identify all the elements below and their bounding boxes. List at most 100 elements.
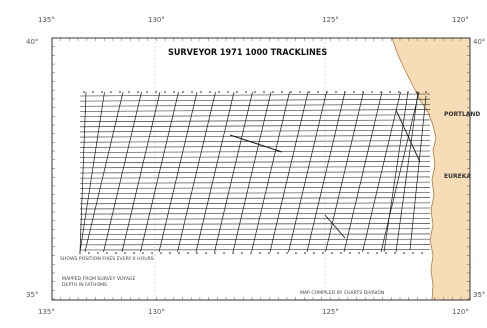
trackline-diagonal: [251, 91, 290, 253]
position-fix-mark: [187, 252, 189, 254]
trackline-horizontal: [79, 202, 431, 205]
position-fix-mark: [169, 252, 171, 254]
position-fix-mark: [79, 252, 81, 254]
position-fix-mark: [412, 252, 414, 254]
trackline-horizontal: [79, 207, 431, 210]
position-fix-mark: [272, 91, 274, 93]
position-fix-mark: [344, 91, 346, 93]
trackline-horizontal: [79, 140, 431, 143]
position-fix-mark: [128, 91, 130, 93]
position-fix-mark: [196, 252, 198, 254]
trackline-diagonal: [103, 91, 142, 253]
left-label-1: 40°: [26, 38, 38, 46]
position-fix-mark: [263, 91, 265, 93]
map-title: SURVEYOR 1971 1000 TRACKLINES: [168, 48, 327, 58]
position-fix-mark: [385, 252, 387, 254]
position-fix-mark: [398, 91, 400, 93]
position-fix-mark: [142, 252, 144, 254]
position-fix-mark: [160, 252, 162, 254]
position-fix-mark: [367, 252, 369, 254]
right-label-1: 40°: [473, 38, 485, 46]
position-fix-mark: [326, 91, 328, 93]
position-fix-mark: [92, 91, 94, 93]
position-fix-mark: [191, 91, 193, 93]
map-credit: MAP COMPILED BY CHARTS DIVISION: [300, 290, 384, 296]
top-label-1: 135°: [38, 16, 55, 24]
trackline-diagonal: [409, 95, 427, 251]
position-fix-mark: [425, 91, 427, 93]
position-fix-mark: [308, 91, 310, 93]
position-fix-mark: [380, 91, 382, 93]
trackline-diagonal: [177, 91, 216, 253]
position-fix-mark: [110, 91, 112, 93]
trackline-diagonal: [158, 91, 198, 253]
trackline-diagonal: [395, 91, 419, 253]
position-fix-mark: [101, 91, 103, 93]
position-fix-mark: [88, 252, 90, 254]
trackline-horizontal: [79, 223, 431, 225]
position-fix-mark: [403, 252, 405, 254]
trackline-diagonal: [84, 91, 124, 253]
trackline-diagonal: [79, 91, 87, 253]
trackline-diagonal: [269, 91, 309, 253]
feature-line: [229, 134, 283, 153]
trackline-horizontal: [79, 192, 431, 194]
position-fix-mark: [353, 91, 355, 93]
position-fix-mark: [295, 252, 297, 254]
trackline-horizontal: [79, 93, 431, 97]
position-fix-mark: [106, 252, 108, 254]
place-label-portland: PORTLAND: [444, 111, 480, 118]
position-fix-mark: [268, 252, 270, 254]
trackline-diagonal: [232, 91, 272, 253]
position-fix-mark: [313, 252, 315, 254]
position-fix-mark: [83, 91, 85, 93]
position-fix-mark: [250, 252, 252, 254]
legend-line-2: MAPPED FROM SURVEY VOYAGE: [62, 276, 135, 282]
trackline-horizontal: [79, 145, 431, 148]
position-fix-mark: [358, 252, 360, 254]
position-fix-mark: [389, 91, 391, 93]
position-fix-mark: [178, 252, 180, 254]
trackline-horizontal: [79, 176, 431, 179]
position-fix-mark: [241, 252, 243, 254]
trackline-diagonal: [288, 91, 327, 253]
position-fix-mark: [146, 91, 148, 93]
position-fix-mark: [164, 91, 166, 93]
position-fix-mark: [232, 252, 234, 254]
bottom-label-1: 135°: [38, 308, 55, 316]
top-label-3: 125°: [322, 16, 339, 24]
position-fix-mark: [218, 91, 220, 93]
trackline-horizontal: [79, 233, 431, 235]
position-fix-mark: [317, 91, 319, 93]
legend-line-1: SHOWS POSITION FIXES EVERY 6 HOURS: [60, 256, 154, 262]
position-fix-mark: [290, 91, 292, 93]
trackline-horizontal: [79, 238, 431, 241]
position-fix-mark: [209, 91, 211, 93]
trackline-horizontal: [79, 166, 431, 169]
trackline-diagonal: [214, 91, 253, 253]
position-fix-mark: [259, 252, 261, 254]
position-fix-mark: [137, 91, 139, 93]
trackline-horizontal: [79, 130, 431, 133]
left-label-2: 35°: [26, 291, 38, 299]
trackline-horizontal: [79, 98, 431, 102]
trackline-horizontal: [79, 249, 431, 251]
feature-line: [395, 109, 421, 163]
position-fix-mark: [236, 91, 238, 93]
trackline-horizontal: [79, 109, 431, 112]
position-fix-mark: [340, 252, 342, 254]
position-fix-mark: [214, 252, 216, 254]
coastline: [391, 37, 437, 301]
trackline-horizontal: [79, 218, 431, 220]
position-fix-mark: [304, 252, 306, 254]
trackline-horizontal: [79, 171, 431, 174]
position-fix-mark: [281, 91, 283, 93]
position-fix-mark: [133, 252, 135, 254]
map-frame: [51, 37, 471, 301]
trackline-horizontal: [79, 244, 431, 246]
position-fix-mark: [245, 91, 247, 93]
trackline-horizontal: [79, 197, 431, 199]
feature-line: [324, 214, 346, 239]
position-fix-mark: [223, 252, 225, 254]
trackline-diagonal: [383, 91, 409, 253]
